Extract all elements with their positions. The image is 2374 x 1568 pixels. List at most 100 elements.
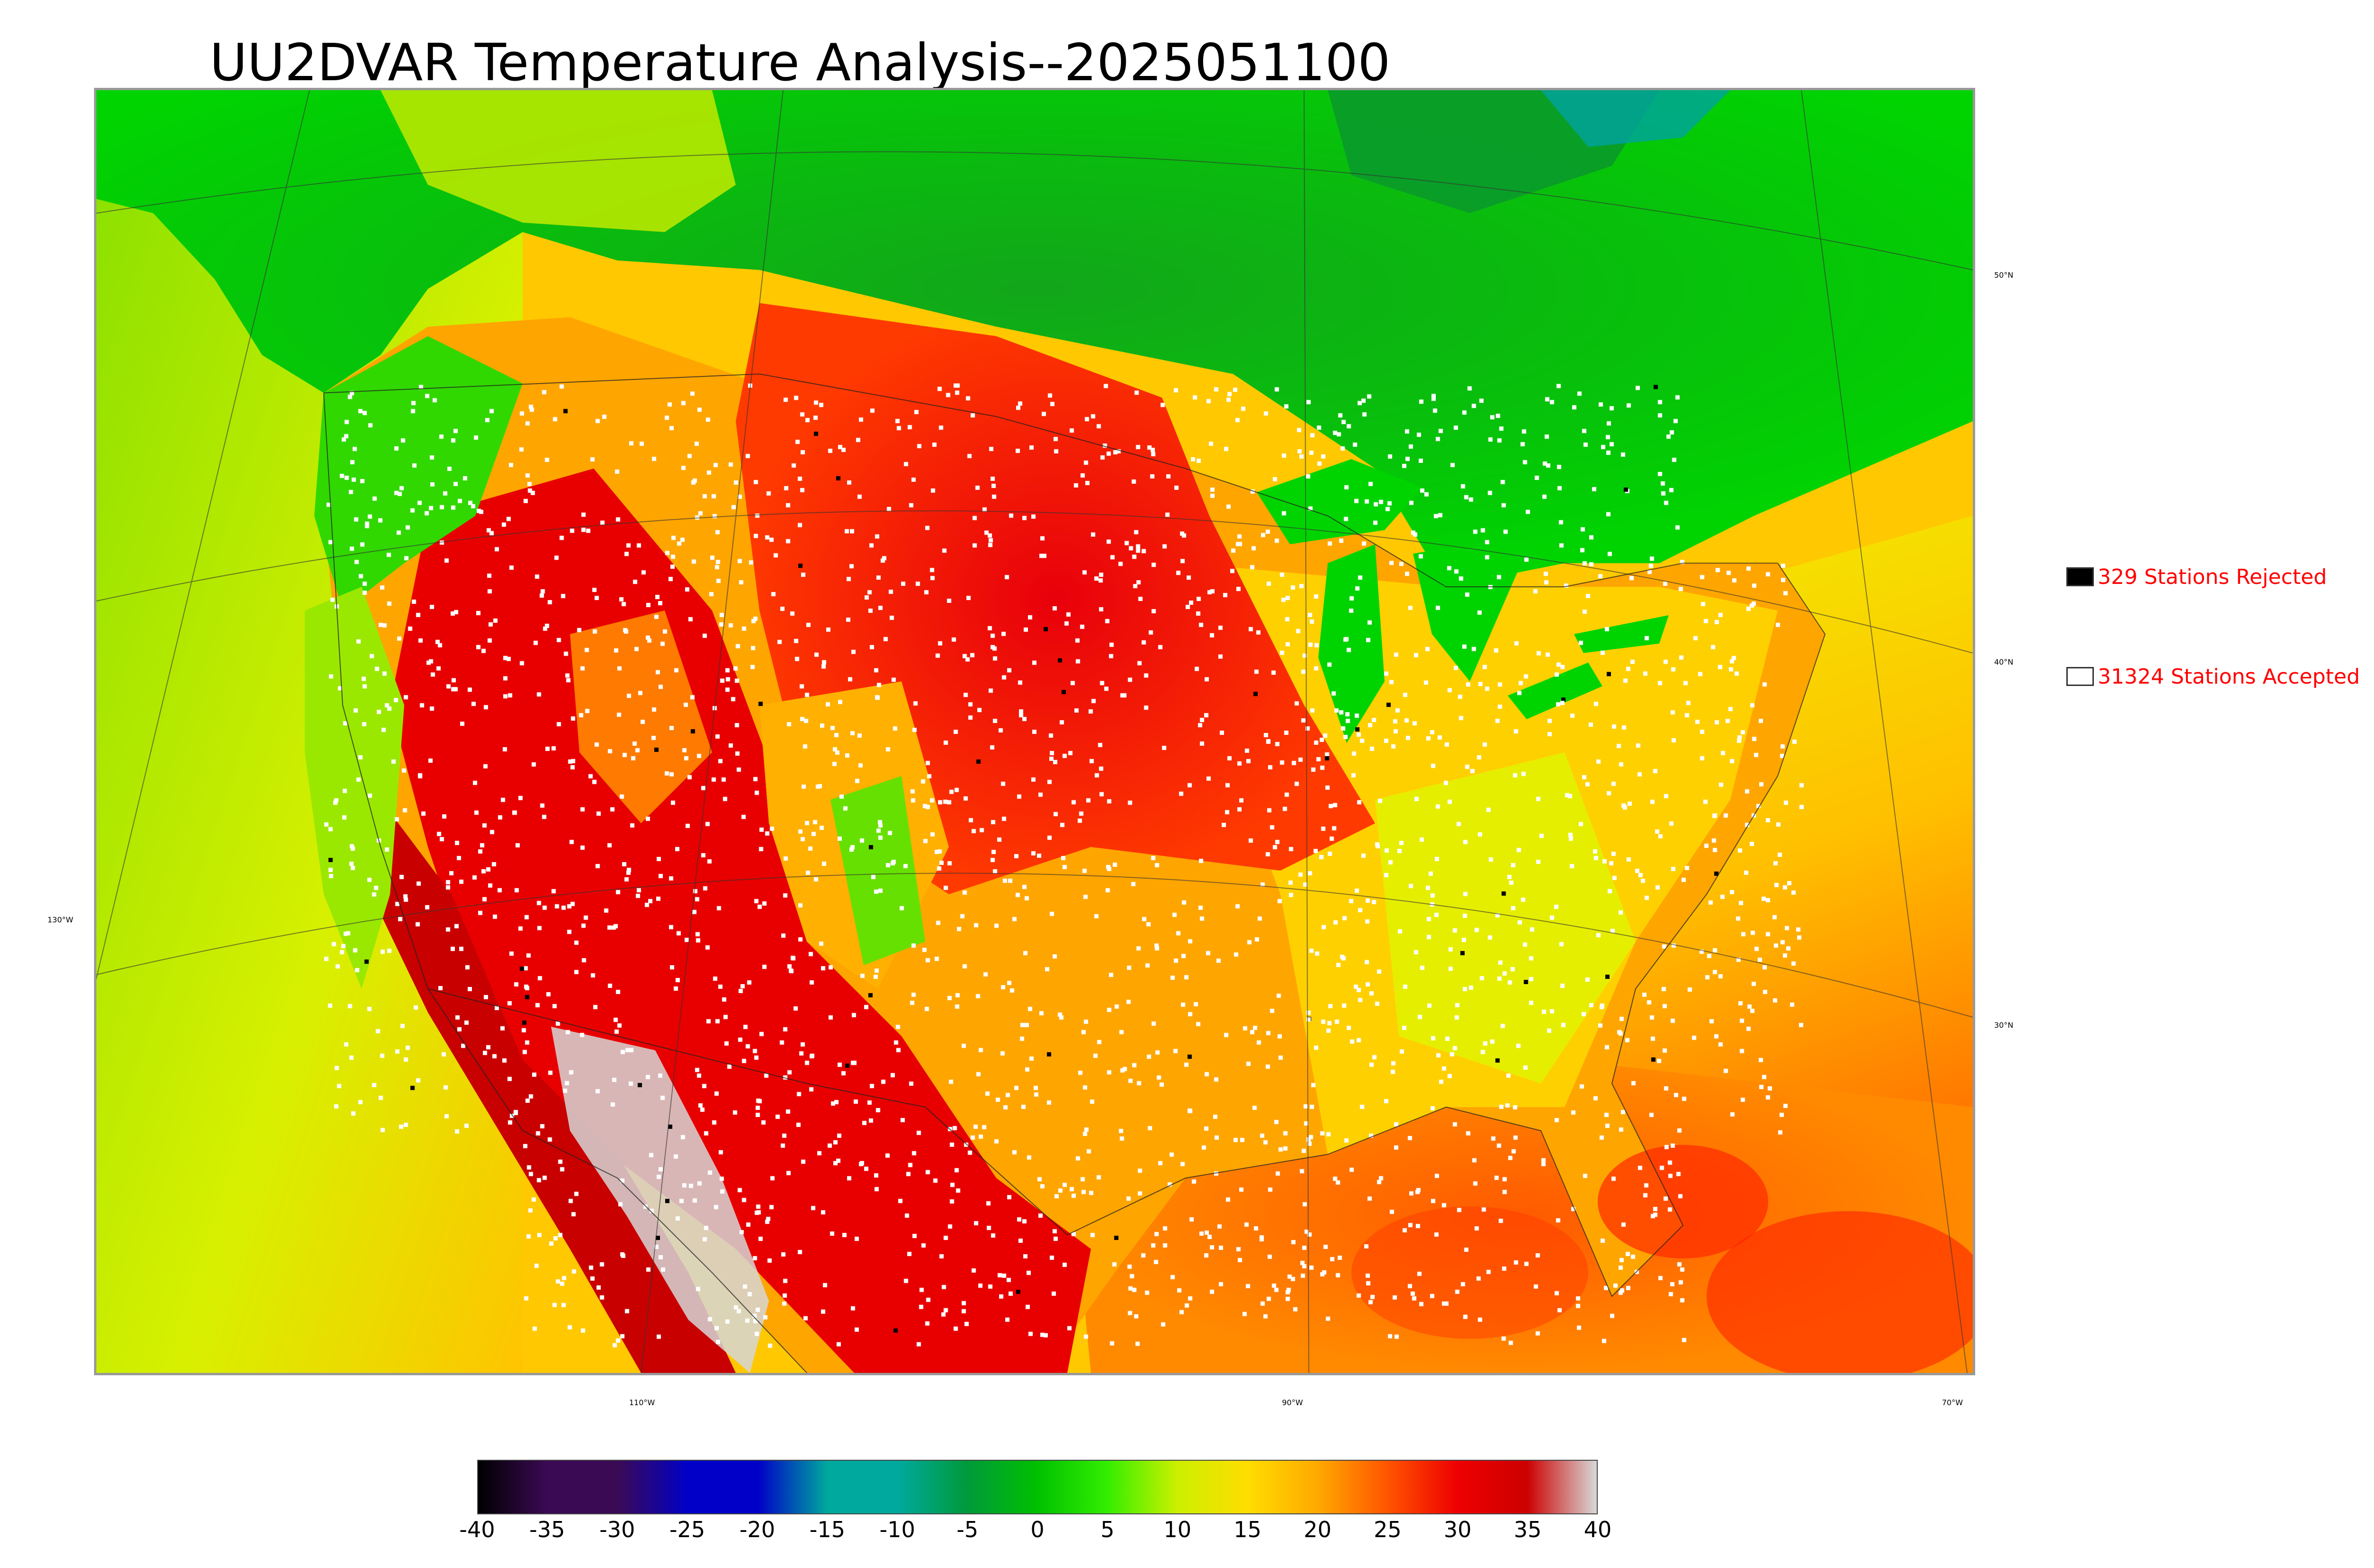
station-marker <box>1739 901 1743 905</box>
station-marker <box>896 426 901 431</box>
station-marker <box>1502 1266 1507 1271</box>
station-marker <box>487 589 492 594</box>
station-marker <box>324 957 329 961</box>
station-marker <box>1636 743 1640 748</box>
station-marker <box>970 413 975 418</box>
station-marker <box>891 677 896 682</box>
station-marker <box>773 553 778 558</box>
station-marker <box>1001 631 1006 636</box>
station-marker <box>876 575 881 580</box>
station-marker <box>1128 1286 1133 1291</box>
station-marker <box>943 1236 948 1240</box>
station-marker <box>1474 928 1479 932</box>
station-marker <box>1524 1261 1529 1266</box>
station-marker <box>554 555 559 560</box>
station-marker <box>1464 495 1469 499</box>
station-marker <box>1713 848 1717 853</box>
station-marker <box>540 589 545 594</box>
temperature-map[interactable] <box>94 88 1975 1375</box>
station-marker <box>939 425 943 430</box>
station-marker <box>1454 569 1459 574</box>
station-marker <box>360 479 365 483</box>
station-marker <box>814 432 819 436</box>
station-marker <box>556 1021 560 1026</box>
station-marker <box>838 445 843 450</box>
station-marker <box>1658 400 1662 404</box>
station-marker <box>438 986 443 990</box>
station-marker <box>1564 583 1569 588</box>
station-marker <box>349 546 354 551</box>
station-marker <box>1712 838 1716 843</box>
station-marker <box>957 927 961 931</box>
station-marker <box>1530 927 1535 932</box>
station-marker <box>1369 1133 1374 1138</box>
station-marker <box>850 845 855 850</box>
station-marker <box>1069 428 1074 433</box>
station-marker <box>1154 943 1159 948</box>
station-marker <box>912 728 917 732</box>
station-marker <box>1649 1113 1654 1117</box>
lon-label-70w: 70°W <box>1942 1398 1963 1407</box>
station-marker <box>596 1285 601 1290</box>
station-marker <box>334 798 339 803</box>
station-marker <box>394 490 399 495</box>
station-marker <box>1607 889 1612 893</box>
station-marker <box>1700 756 1705 761</box>
station-marker <box>1485 686 1489 691</box>
station-marker <box>1671 667 1676 672</box>
colorbar-segment <box>758 1461 828 1513</box>
station-marker <box>728 462 733 467</box>
station-marker <box>1434 912 1439 917</box>
station-marker <box>1327 662 1332 667</box>
station-marker <box>1447 566 1451 571</box>
lon-label-110w: 110°W <box>629 1398 655 1407</box>
station-marker <box>1192 1179 1196 1184</box>
station-marker <box>1436 1053 1441 1058</box>
station-marker <box>509 565 514 570</box>
station-marker <box>343 721 348 726</box>
station-marker <box>783 1278 788 1283</box>
station-marker <box>1334 708 1339 713</box>
station-marker <box>669 726 674 731</box>
station-marker <box>1738 1001 1743 1005</box>
station-marker <box>425 394 430 398</box>
station-marker <box>1349 1167 1354 1172</box>
station-marker <box>756 1099 761 1103</box>
station-marker <box>819 941 824 946</box>
station-marker <box>870 408 875 413</box>
station-marker <box>927 774 932 779</box>
station-marker <box>493 618 498 623</box>
station-marker <box>328 540 333 545</box>
station-marker <box>508 1120 512 1125</box>
station-marker <box>1184 1062 1189 1067</box>
station-marker <box>999 1294 1004 1299</box>
station-marker <box>759 1032 764 1036</box>
station-marker <box>1650 1036 1655 1041</box>
station-marker <box>1606 421 1611 426</box>
station-marker <box>451 687 456 692</box>
station-marker <box>1400 1049 1404 1054</box>
station-marker <box>1357 1293 1361 1298</box>
station-marker <box>1276 993 1281 998</box>
station-marker <box>1304 1121 1309 1126</box>
station-marker <box>1155 946 1159 951</box>
station-marker <box>1260 882 1265 887</box>
station-marker <box>889 615 894 620</box>
station-marker <box>1452 1046 1457 1051</box>
station-marker <box>739 580 744 585</box>
station-marker <box>1536 797 1541 801</box>
station-marker <box>358 1100 363 1105</box>
station-marker <box>716 579 721 583</box>
station-marker <box>1138 1191 1142 1196</box>
station-marker <box>1343 734 1348 739</box>
station-marker <box>358 755 363 760</box>
station-marker <box>1179 1310 1184 1314</box>
station-marker <box>1611 1176 1616 1181</box>
station-marker <box>614 648 619 653</box>
station-marker <box>1491 1136 1496 1141</box>
station-marker <box>1306 1137 1311 1142</box>
station-marker <box>1193 395 1197 400</box>
station-marker <box>1036 854 1041 858</box>
station-marker <box>878 605 883 610</box>
station-marker <box>833 1161 838 1165</box>
